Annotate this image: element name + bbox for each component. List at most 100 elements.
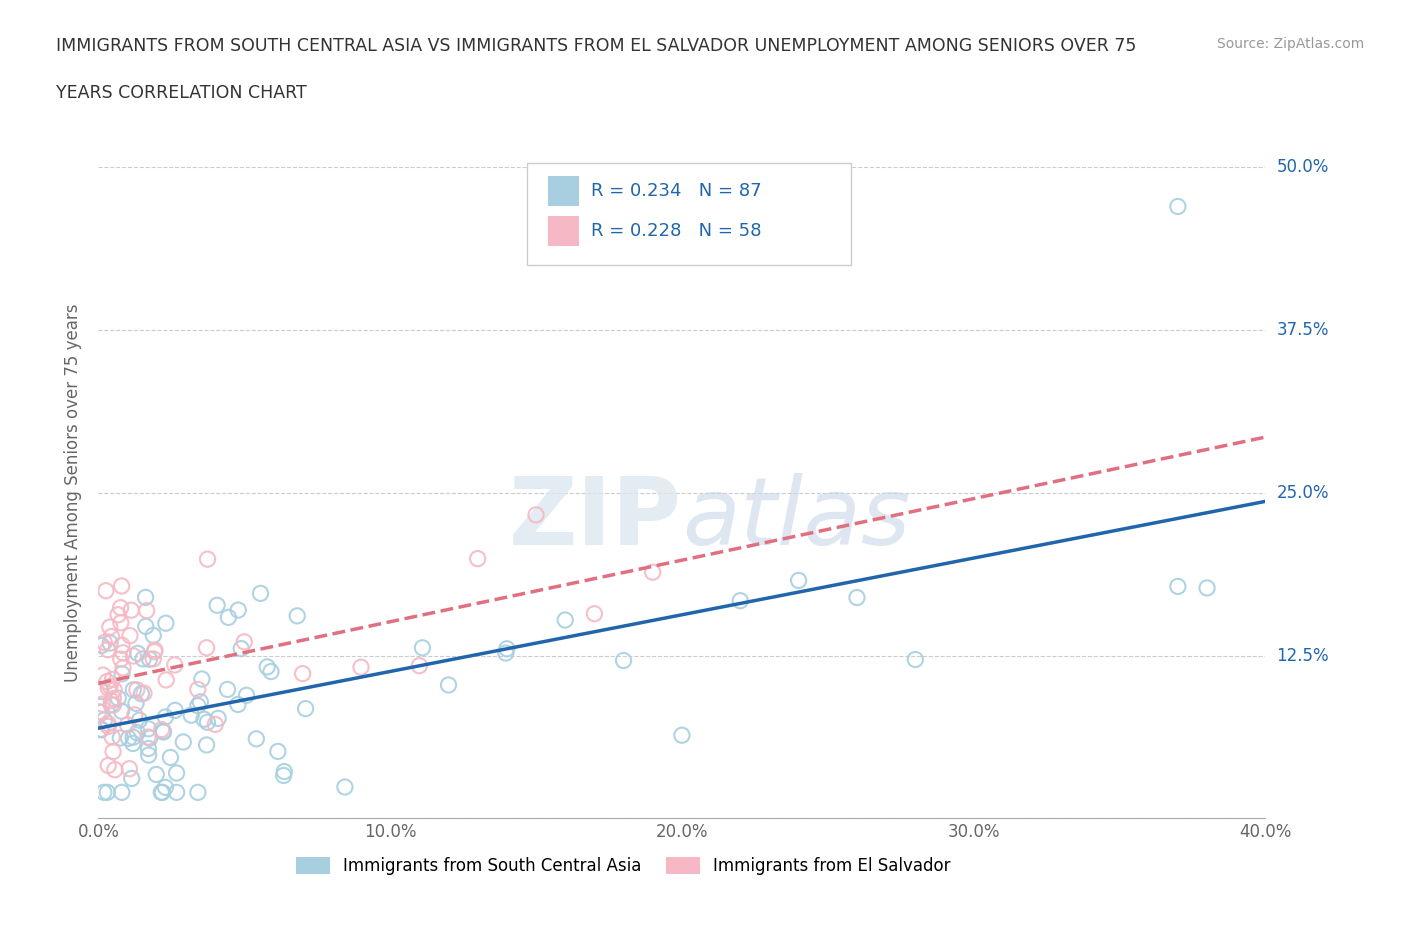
Point xyxy=(125,696,148,711)
Point xyxy=(138,731,160,746)
Point xyxy=(166,765,188,780)
Point xyxy=(671,728,693,743)
Point xyxy=(135,619,157,634)
Point xyxy=(163,703,186,718)
Point xyxy=(150,785,173,800)
Point xyxy=(122,736,145,751)
Point xyxy=(97,643,120,658)
Point xyxy=(136,730,159,745)
Point xyxy=(333,779,356,794)
Point xyxy=(145,767,167,782)
Point xyxy=(273,764,295,779)
Point xyxy=(285,608,308,623)
Point xyxy=(152,724,174,739)
Point xyxy=(350,659,373,674)
Point xyxy=(100,629,122,644)
Point xyxy=(90,705,112,720)
Point xyxy=(107,691,129,706)
Point xyxy=(273,768,295,783)
Point xyxy=(143,643,166,658)
Point xyxy=(122,730,145,745)
Point xyxy=(103,691,125,706)
Point xyxy=(207,711,229,725)
Point xyxy=(256,659,278,674)
Point xyxy=(197,551,219,566)
Text: R = 0.234   N = 87: R = 0.234 N = 87 xyxy=(591,181,761,200)
Point xyxy=(107,607,129,622)
Point xyxy=(138,741,160,756)
Point xyxy=(143,644,166,659)
Point xyxy=(612,653,634,668)
Point xyxy=(101,744,124,759)
Point xyxy=(172,735,194,750)
Point xyxy=(111,638,134,653)
Point xyxy=(93,712,115,727)
Point xyxy=(111,645,134,660)
Point xyxy=(100,693,122,708)
Point xyxy=(125,683,148,698)
Point xyxy=(217,682,239,697)
Point xyxy=(94,583,117,598)
Point xyxy=(131,686,153,701)
Point xyxy=(122,648,145,663)
Point xyxy=(904,652,927,667)
Legend: Immigrants from South Central Asia, Immigrants from El Salvador: Immigrants from South Central Asia, Immi… xyxy=(290,850,957,882)
Point xyxy=(411,641,433,656)
Point xyxy=(787,573,810,588)
Point xyxy=(91,668,114,683)
Point xyxy=(127,646,149,661)
Point xyxy=(226,697,249,711)
Point xyxy=(118,629,141,644)
Point xyxy=(98,635,121,650)
Point xyxy=(191,671,214,686)
Point xyxy=(267,744,290,759)
Point xyxy=(187,785,209,800)
Point xyxy=(142,628,165,643)
Point xyxy=(135,590,157,604)
Point xyxy=(152,724,174,738)
Text: 25.0%: 25.0% xyxy=(1277,484,1329,502)
Point xyxy=(110,652,132,667)
Point xyxy=(111,578,134,593)
Point xyxy=(226,603,249,618)
Point xyxy=(138,722,160,737)
Point xyxy=(96,674,118,689)
Point xyxy=(127,725,149,740)
Text: 37.5%: 37.5% xyxy=(1277,321,1329,339)
Point xyxy=(132,652,155,667)
Point xyxy=(159,750,181,764)
Point xyxy=(408,658,430,673)
Text: R = 0.228   N = 58: R = 0.228 N = 58 xyxy=(591,221,761,240)
Point xyxy=(180,708,202,723)
Text: IMMIGRANTS FROM SOUTH CENTRAL ASIA VS IMMIGRANTS FROM EL SALVADOR UNEMPLOYMENT A: IMMIGRANTS FROM SOUTH CENTRAL ASIA VS IM… xyxy=(56,37,1136,55)
Point xyxy=(1195,580,1218,595)
Point xyxy=(111,667,134,682)
Point xyxy=(97,681,120,696)
Point xyxy=(190,695,212,710)
Point xyxy=(495,645,517,660)
Point xyxy=(730,593,752,608)
Point xyxy=(641,565,664,579)
Text: atlas: atlas xyxy=(682,473,910,565)
Point xyxy=(128,712,150,727)
Point xyxy=(93,785,115,800)
Point xyxy=(150,785,173,800)
Point xyxy=(260,664,283,679)
Point xyxy=(1167,199,1189,214)
Point xyxy=(1167,579,1189,594)
Point xyxy=(187,682,209,697)
Point xyxy=(155,780,177,795)
Point xyxy=(111,660,134,675)
Point xyxy=(87,704,110,719)
Point xyxy=(122,683,145,698)
Point xyxy=(155,616,177,631)
Text: Source: ZipAtlas.com: Source: ZipAtlas.com xyxy=(1216,37,1364,51)
Point xyxy=(163,658,186,672)
Point xyxy=(97,716,120,731)
Point xyxy=(111,785,134,800)
Point xyxy=(104,763,127,777)
Point xyxy=(249,586,271,601)
Point xyxy=(155,672,177,687)
Point xyxy=(166,785,188,800)
Point xyxy=(233,634,256,649)
